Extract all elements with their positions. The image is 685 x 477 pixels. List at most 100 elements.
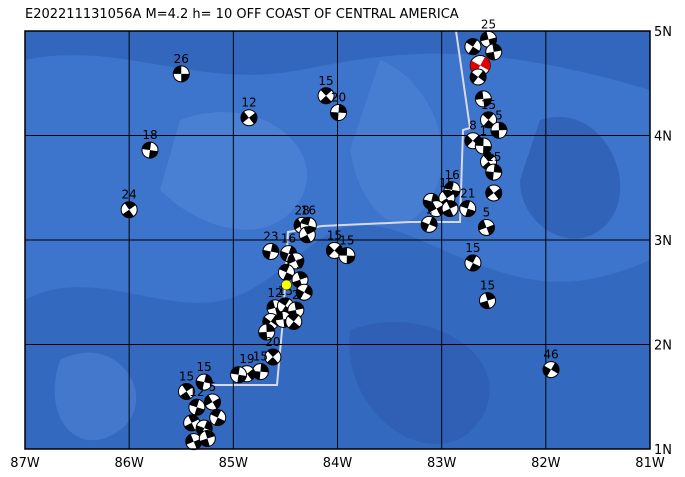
x-tick-label: 81W xyxy=(635,456,665,471)
beachball-quadrant xyxy=(300,234,311,243)
beachball-quadrant xyxy=(320,95,332,104)
beachball-quadrant xyxy=(283,272,294,281)
depth-label: 5 xyxy=(483,205,491,219)
beachball-quadrant xyxy=(485,186,494,198)
depth-label: 15 xyxy=(481,98,496,112)
beachball-quadrant xyxy=(475,90,484,100)
depth-label: 20 xyxy=(331,91,346,105)
depth-label: 23 xyxy=(263,229,278,243)
beachball-quadrant xyxy=(429,216,438,228)
focal-mechanism xyxy=(262,242,280,260)
beachball-quadrant xyxy=(196,380,205,390)
focal-mechanism xyxy=(204,393,221,411)
beachball-quadrant xyxy=(260,363,269,373)
depth-label: 15 xyxy=(318,74,333,88)
depth-label: 18 xyxy=(142,128,157,142)
beachball-quadrant xyxy=(262,249,271,260)
depth-label: 15 xyxy=(439,176,454,190)
focal-mechanism xyxy=(474,137,492,155)
depth-label: 15 xyxy=(179,370,194,384)
focal-mechanism xyxy=(264,348,282,366)
beachball-quadrant xyxy=(275,311,284,321)
focal-mechanism xyxy=(477,218,495,236)
y-tick-label: 3N xyxy=(654,234,672,249)
depth-label: 5 xyxy=(296,258,304,272)
beachball-quadrant xyxy=(267,349,279,358)
focal-mechanism xyxy=(317,87,335,105)
beachball-quadrant xyxy=(204,420,213,431)
depth-label: 21 xyxy=(460,187,475,201)
beachball-quadrant xyxy=(148,150,158,159)
focal-mechanism xyxy=(338,247,356,265)
focal-mechanism xyxy=(120,201,138,219)
beachball-quadrant xyxy=(442,190,454,199)
beachball-quadrant xyxy=(485,292,496,301)
beachball-quadrant xyxy=(185,434,194,445)
beachball-quadrant xyxy=(470,72,479,84)
beachball-quadrant xyxy=(204,395,213,406)
beachball-quadrant xyxy=(288,321,300,330)
focal-mechanism xyxy=(188,398,206,416)
depth-label: 15 xyxy=(486,150,501,164)
beachball-quadrant xyxy=(237,374,247,383)
y-tick-label: 2N xyxy=(654,339,672,354)
beachball-quadrant xyxy=(296,288,305,300)
beachball-quadrant xyxy=(294,302,304,311)
focal-mechanism xyxy=(177,383,195,401)
beachball-quadrant xyxy=(485,51,496,60)
focal-mechanism xyxy=(464,38,482,56)
beachball-quadrant xyxy=(483,98,492,107)
depth-label: 1 xyxy=(425,202,433,216)
beachball-quadrant xyxy=(446,200,458,209)
map-title: E202211131056A M=4.2 h= 10 OFF COAST OF … xyxy=(25,7,459,22)
depth-label: 25 xyxy=(481,17,496,31)
depth-label: 2 xyxy=(292,288,300,302)
focal-mechanism xyxy=(485,43,503,61)
beachball-quadrant xyxy=(468,46,480,55)
beachball-quadrant xyxy=(142,142,152,151)
beachball-quadrant xyxy=(421,221,430,232)
focal-mechanism xyxy=(464,254,482,272)
beachball-quadrant xyxy=(266,357,279,366)
focal-mechanism xyxy=(209,409,227,427)
beachball-quadrant xyxy=(485,171,494,181)
beachball-quadrant xyxy=(279,264,290,273)
depth-label: 15 xyxy=(327,228,342,242)
depth-label: 46 xyxy=(543,348,558,362)
depth-label: 16 xyxy=(444,168,459,182)
beachball-quadrant xyxy=(297,271,308,280)
focal-mechanism xyxy=(198,430,216,448)
beachball-quadrant xyxy=(258,331,268,340)
depth-label: 15 xyxy=(480,279,495,293)
beachball-quadrant xyxy=(266,300,275,310)
events: 2615201218242328161651215215152015191515… xyxy=(120,17,560,451)
beachball-quadrant xyxy=(330,111,339,121)
beachball-quadrant xyxy=(280,250,289,262)
focal-mechanism xyxy=(195,373,213,391)
beachball-quadrant xyxy=(230,366,240,375)
depth-label: 12 xyxy=(267,286,282,300)
beachball-quadrant xyxy=(122,209,134,218)
beachball-quadrant xyxy=(464,135,473,147)
beachball-quadrant xyxy=(184,422,196,431)
focal-mechanism xyxy=(441,200,459,218)
focal-mechanism xyxy=(258,323,276,341)
beachball-quadrant xyxy=(270,243,279,254)
beachball-quadrant xyxy=(294,218,303,230)
focal-mechanism xyxy=(183,414,201,432)
y-tick-label: 5N xyxy=(654,25,672,40)
beachball-quadrant xyxy=(480,31,489,42)
depth-label: 16 xyxy=(301,203,316,217)
depth-label: 26 xyxy=(174,52,189,66)
focal-mechanism xyxy=(459,200,477,218)
beachball-quadrant xyxy=(204,430,215,439)
focal-mechanism xyxy=(285,313,303,331)
beachball-quadrant xyxy=(465,208,476,217)
beachball-quadrant xyxy=(300,217,311,226)
beachball-quadrant xyxy=(543,365,552,377)
beachball-quadrant xyxy=(490,130,500,139)
beachball-quadrant xyxy=(483,145,492,154)
beachball-quadrant xyxy=(295,257,304,269)
focal-mechanism xyxy=(277,263,295,281)
